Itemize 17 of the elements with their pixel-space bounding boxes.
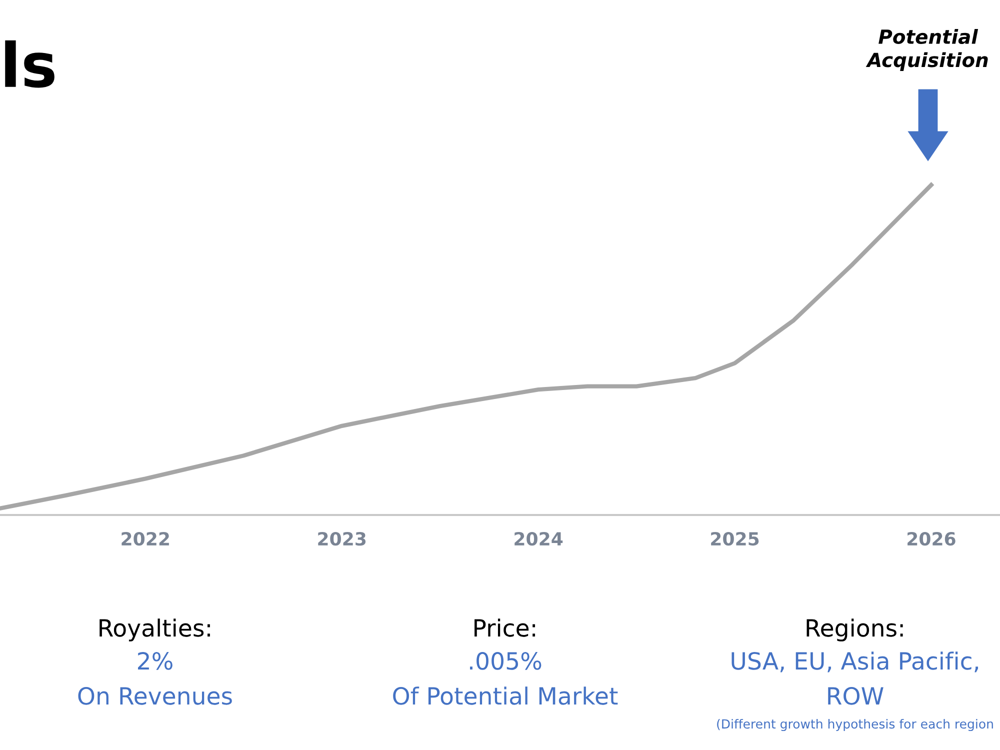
text: Price: xyxy=(474,618,536,637)
x-tick-label: 2024 xyxy=(514,532,563,546)
x-tick-label: 2026 xyxy=(908,532,956,546)
text: ROW xyxy=(828,686,884,705)
text: (Different growth hypothesis for each region xyxy=(717,718,993,732)
text: Potential Acquisition xyxy=(866,28,988,72)
text: 2% xyxy=(138,652,172,670)
text: Regions: xyxy=(806,618,903,642)
x-tick-label: 2022 xyxy=(122,532,169,546)
chart-title: ls xyxy=(5,40,54,88)
text: Of Potential Market xyxy=(393,686,618,705)
text: On Revenues xyxy=(78,686,232,705)
text: .005% xyxy=(470,652,542,670)
text: Royalties: xyxy=(100,618,210,642)
x-tick-label: 2025 xyxy=(711,532,759,546)
x-tick-label: 2023 xyxy=(318,532,366,546)
text: USA, EU, Asia Pacific, xyxy=(732,652,978,672)
